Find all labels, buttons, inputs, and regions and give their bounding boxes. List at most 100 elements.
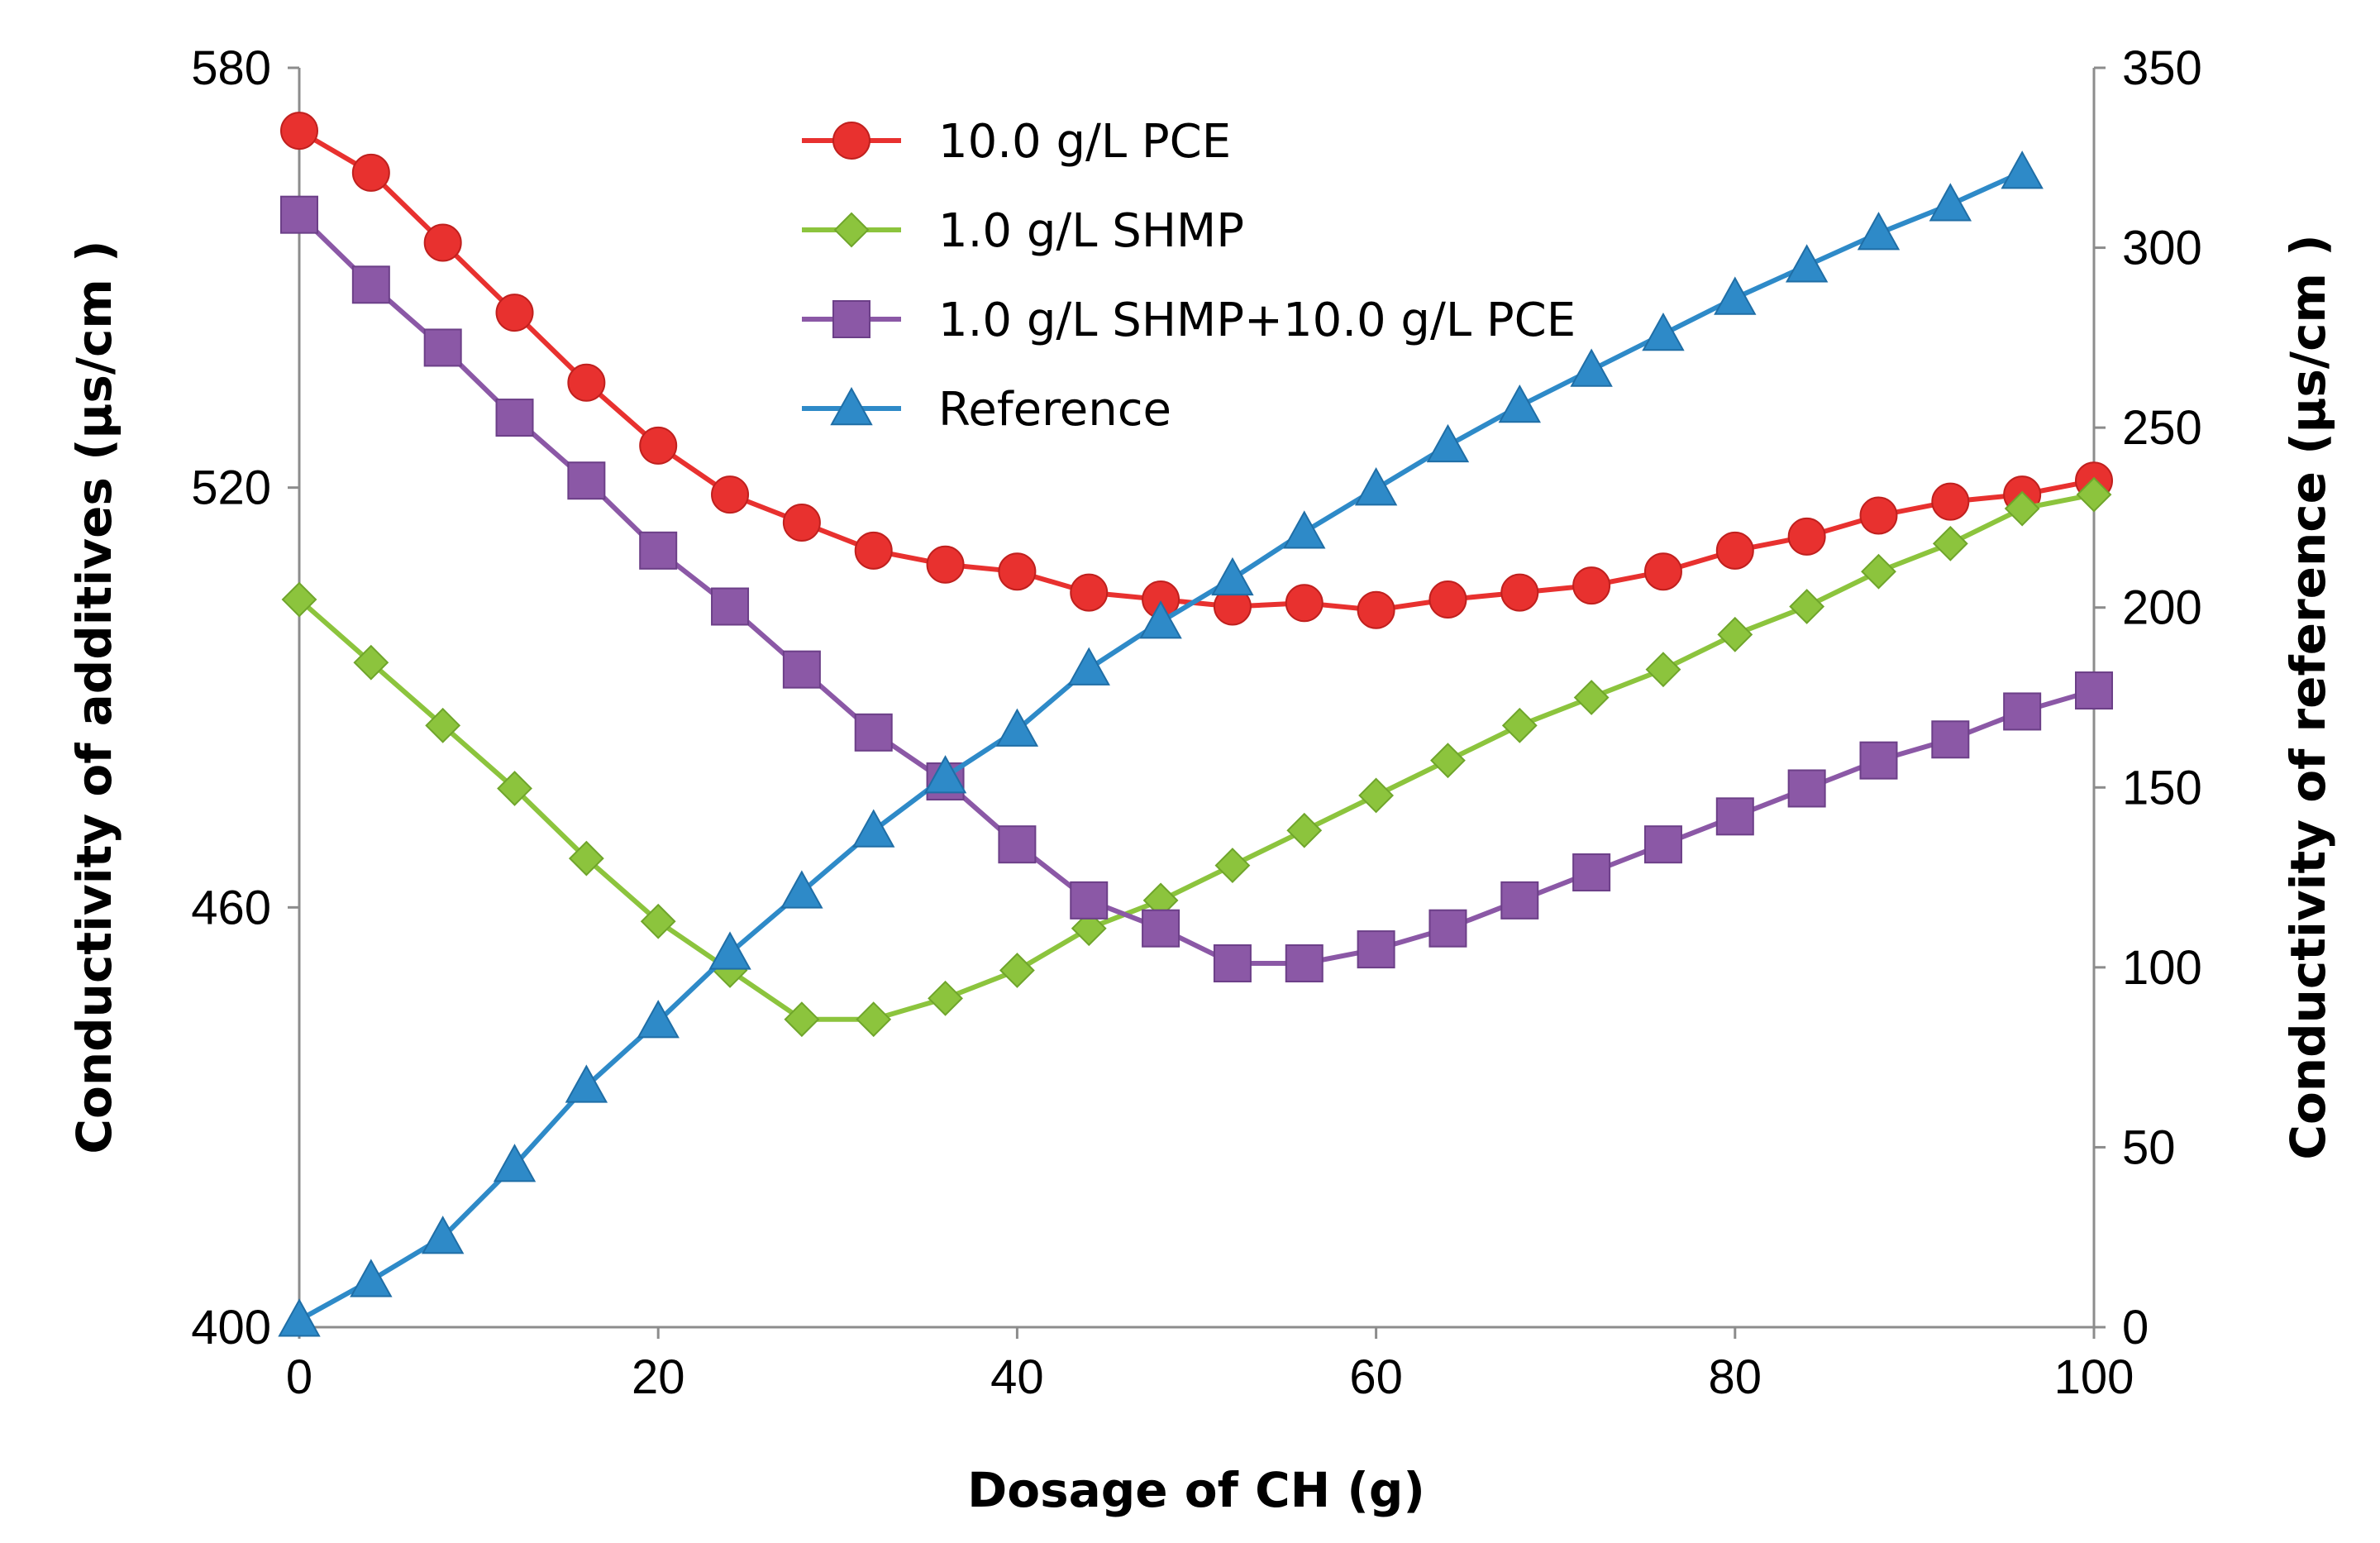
legend-marker bbox=[830, 386, 873, 426]
y-right-tick-label: 100 bbox=[2122, 941, 2202, 995]
legend-label: Reference bbox=[938, 383, 1171, 437]
data-point-1-0-g-l-shmp-10-0-g-l-pce bbox=[1428, 909, 1467, 948]
data-point-reference bbox=[1714, 276, 1757, 315]
data-point-reference bbox=[1642, 312, 1685, 351]
y-right-tick-label: 350 bbox=[2122, 41, 2202, 95]
data-point-reference bbox=[1211, 557, 1254, 596]
data-point-reference bbox=[1067, 647, 1110, 686]
data-point-10-0-g-l-pce bbox=[1285, 584, 1324, 623]
data-point-1-0-g-l-shmp-10-0-g-l-pce bbox=[1357, 930, 1395, 969]
y-left-tick-label: 460 bbox=[191, 881, 271, 934]
data-point-1-0-g-l-shmp bbox=[353, 644, 389, 681]
data-point-10-0-g-l-pce bbox=[998, 552, 1037, 591]
data-point-10-0-g-l-pce bbox=[854, 531, 893, 570]
data-point-1-0-g-l-shmp-10-0-g-l-pce bbox=[423, 328, 462, 367]
data-point-10-0-g-l-pce bbox=[280, 112, 318, 150]
data-point-1-0-g-l-shmp-10-0-g-l-pce bbox=[639, 531, 678, 570]
series-1-0-g-l-shmp bbox=[281, 476, 2112, 1038]
x-axis-title: Dosage of CH (g) bbox=[967, 1462, 1425, 1518]
data-point-1-0-g-l-shmp-10-0-g-l-pce bbox=[2003, 692, 2042, 731]
data-point-1-0-g-l-shmp-10-0-g-l-pce bbox=[2075, 671, 2113, 710]
data-point-1-0-g-l-shmp bbox=[640, 903, 676, 939]
data-point-1-0-g-l-shmp bbox=[1430, 743, 1466, 779]
x-tick-label: 100 bbox=[2054, 1350, 2134, 1404]
legend-label: 1.0 g/L SHMP+10.0 g/L PCE bbox=[938, 294, 1576, 347]
data-point-1-0-g-l-shmp-10-0-g-l-pce bbox=[280, 195, 318, 234]
legend-item-1-0-g-l-shmp: 1.0 g/L SHMP bbox=[802, 204, 1244, 258]
y-left-tick-label: 580 bbox=[191, 41, 271, 95]
data-point-reference bbox=[278, 1298, 321, 1337]
data-point-reference bbox=[1283, 510, 1326, 549]
legend-marker bbox=[832, 122, 870, 160]
data-point-1-0-g-l-shmp-10-0-g-l-pce bbox=[1859, 741, 1898, 780]
data-point-10-0-g-l-pce bbox=[1572, 566, 1611, 605]
data-point-reference bbox=[1426, 423, 1470, 463]
data-point-reference bbox=[1498, 384, 1541, 423]
data-point-1-0-g-l-shmp-10-0-g-l-pce bbox=[1142, 909, 1180, 948]
data-point-reference bbox=[852, 809, 895, 848]
x-tick-label: 0 bbox=[286, 1350, 312, 1404]
data-point-reference bbox=[995, 708, 1039, 747]
x-tick-label: 40 bbox=[990, 1350, 1044, 1404]
data-point-reference bbox=[421, 1216, 465, 1254]
data-point-1-0-g-l-shmp-10-0-g-l-pce bbox=[495, 399, 534, 437]
series-layer bbox=[278, 112, 2113, 1337]
data-point-10-0-g-l-pce bbox=[1428, 580, 1467, 619]
data-point-reference bbox=[1857, 212, 1901, 251]
data-point-reference bbox=[1929, 183, 1972, 222]
axis-ticks bbox=[288, 66, 2106, 1339]
data-point-1-0-g-l-shmp bbox=[1573, 680, 1610, 715]
data-point-reference bbox=[923, 755, 967, 794]
data-point-1-0-g-l-shmp bbox=[1071, 910, 1107, 947]
data-point-1-0-g-l-shmp bbox=[1932, 525, 1968, 561]
data-point-10-0-g-l-pce bbox=[1859, 496, 1898, 535]
data-point-1-0-g-l-shmp bbox=[928, 980, 963, 1016]
data-point-reference bbox=[1570, 348, 1613, 387]
data-point-1-0-g-l-shmp bbox=[784, 1001, 820, 1038]
data-point-10-0-g-l-pce bbox=[711, 475, 750, 514]
data-point-1-0-g-l-shmp-10-0-g-l-pce bbox=[711, 587, 750, 626]
data-point-reference bbox=[780, 870, 823, 909]
data-point-10-0-g-l-pce bbox=[423, 223, 462, 262]
data-point-1-0-g-l-shmp-10-0-g-l-pce bbox=[854, 713, 893, 752]
legend-label: 10.0 g/L PCE bbox=[938, 115, 1231, 169]
data-point-1-0-g-l-shmp bbox=[856, 1001, 892, 1038]
data-point-10-0-g-l-pce bbox=[351, 153, 390, 192]
data-point-1-0-g-l-shmp bbox=[999, 953, 1035, 988]
data-point-10-0-g-l-pce bbox=[1070, 573, 1109, 612]
y-right-tick-label: 0 bbox=[2122, 1301, 2149, 1354]
data-point-1-0-g-l-shmp bbox=[1645, 652, 1681, 688]
series-10-0-g-l-pce bbox=[280, 112, 2113, 629]
data-point-10-0-g-l-pce bbox=[1500, 573, 1539, 612]
data-point-1-0-g-l-shmp-10-0-g-l-pce bbox=[1070, 881, 1109, 920]
legend-item-10-0-g-l-pce: 10.0 g/L PCE bbox=[802, 115, 1231, 169]
data-point-1-0-g-l-shmp-10-0-g-l-pce bbox=[351, 265, 390, 304]
data-point-1-0-g-l-shmp-10-0-g-l-pce bbox=[1285, 944, 1324, 983]
data-point-reference bbox=[493, 1144, 537, 1182]
data-point-10-0-g-l-pce bbox=[1643, 552, 1682, 591]
data-point-1-0-g-l-shmp-10-0-g-l-pce bbox=[1931, 720, 1970, 759]
data-point-10-0-g-l-pce bbox=[1357, 590, 1395, 629]
data-point-1-0-g-l-shmp bbox=[2076, 476, 2112, 513]
data-point-1-0-g-l-shmp bbox=[425, 707, 461, 743]
data-point-1-0-g-l-shmp-10-0-g-l-pce bbox=[567, 461, 606, 500]
data-point-10-0-g-l-pce bbox=[639, 426, 678, 465]
data-point-1-0-g-l-shmp-10-0-g-l-pce bbox=[782, 650, 821, 689]
data-point-1-0-g-l-shmp bbox=[1358, 777, 1395, 814]
axis-tick-labels: 0 20 40 60 80 100 400 460 520 580 0 50 100 150 200 250 3… bbox=[191, 41, 2202, 1404]
data-point-10-0-g-l-pce bbox=[567, 363, 606, 402]
data-point-reference bbox=[350, 1259, 393, 1297]
series-1-0-g-l-shmp-10-0-g-l-pce bbox=[280, 195, 2113, 983]
x-tick-label: 20 bbox=[632, 1350, 685, 1404]
data-point-reference bbox=[708, 931, 751, 970]
data-point-reference bbox=[1139, 600, 1182, 639]
data-point-1-0-g-l-shmp bbox=[1789, 589, 1825, 624]
y-right-tick-label: 50 bbox=[2122, 1120, 2176, 1174]
data-point-reference bbox=[637, 1000, 680, 1039]
data-point-1-0-g-l-shmp bbox=[1717, 616, 1753, 652]
data-point-1-0-g-l-shmp-10-0-g-l-pce bbox=[1213, 944, 1252, 983]
data-point-reference bbox=[1354, 467, 1398, 506]
data-point-1-0-g-l-shmp bbox=[568, 840, 604, 877]
y-right-tick-label: 150 bbox=[2122, 761, 2202, 814]
